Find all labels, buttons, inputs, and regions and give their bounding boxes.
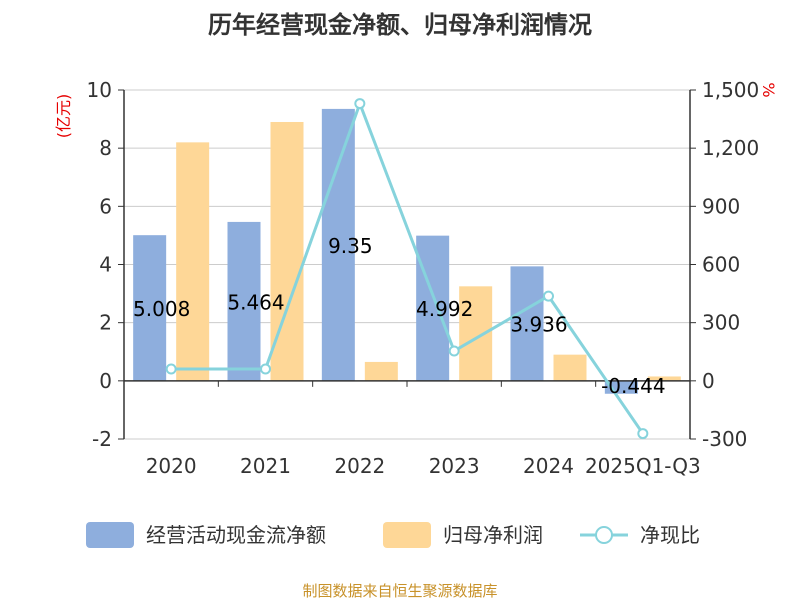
legend: 经营活动现金流净额 归母净利润 净现比: [86, 522, 700, 548]
y2-tick-label: -300: [702, 427, 747, 451]
chart-title: 历年经营现金净额、归母净利润情况: [208, 11, 592, 39]
grid-lines: [124, 89, 690, 440]
y2-tick-label: 1,200: [702, 136, 759, 160]
y-tick-label: 4: [99, 253, 112, 277]
ratio-point: [260, 363, 271, 375]
x-tick-label: 2022: [334, 454, 385, 478]
bar-net-profit: [647, 376, 681, 381]
axes: 10 8 6 4 2 0 -2 1,500 1,200 900 600 300 0 -300 2020 202…: [87, 78, 760, 478]
bar-net-profit: [176, 142, 210, 381]
legend-label-line: 净现比: [640, 523, 700, 547]
legend-swatch-bar1: [86, 522, 134, 548]
data-label-cashflow: 9.35: [328, 234, 373, 258]
bar-cashflow: [133, 235, 167, 381]
y2-tick-label: 600: [702, 253, 740, 277]
legend-label-bar2: 归母净利润: [443, 523, 543, 547]
data-label-cashflow: 3.936: [510, 313, 567, 337]
ratio-line: [165, 98, 649, 440]
ratio-point: [354, 98, 366, 110]
data-label-cashflow: -0.444: [601, 374, 665, 398]
source-note: 制图数据来自恒生聚源数据库: [302, 582, 497, 600]
y2-tick-label: 0: [702, 369, 715, 393]
x-tick-label: 2024: [523, 454, 574, 478]
legend-swatch-bar2: [383, 522, 431, 548]
data-labels: 5.008 5.464 9.35 4.992 3.936 -0.444: [133, 234, 666, 398]
bar-cashflow: [321, 108, 355, 381]
bar-cashflow: [510, 266, 544, 381]
y2-tick-label: 900: [702, 194, 740, 218]
x-tick-label: 2023: [429, 454, 480, 478]
ratio-point: [637, 428, 649, 440]
bar-cashflow: [227, 221, 261, 381]
x-tick-label: 2020: [146, 454, 197, 478]
ratio-point: [543, 290, 554, 302]
y-tick-label: 2: [99, 311, 112, 335]
y-tick-label: 6: [99, 194, 112, 218]
bar-cashflow: [416, 235, 450, 381]
y2-tick-label: 300: [702, 311, 740, 335]
y-tick-label: 0: [99, 369, 112, 393]
ratio-point: [165, 363, 177, 375]
y-tick-label: 10: [87, 78, 112, 102]
data-label-cashflow: 4.992: [416, 297, 473, 321]
legend-label-bar1: 经营活动现金流净额: [146, 523, 326, 547]
bars: [133, 108, 681, 394]
y-tick-label: 8: [99, 136, 112, 160]
data-label-cashflow: 5.464: [227, 290, 284, 314]
bar-net-profit: [553, 354, 587, 381]
y2-tick-label: 1,500: [702, 78, 759, 102]
x-tick-label: 2021: [240, 454, 291, 478]
y-axis-unit: (亿元): [54, 94, 73, 139]
ratio-point: [448, 345, 460, 357]
data-label-cashflow: 5.008: [133, 297, 190, 321]
y2-axis-unit: %: [759, 82, 778, 97]
ratio-polyline: [171, 102, 645, 435]
legend-swatch-line-marker: [595, 526, 613, 544]
y-tick-label: -2: [92, 427, 112, 451]
bar-net-profit: [364, 361, 398, 381]
x-tick-label: 2025Q1-Q3: [585, 454, 701, 478]
